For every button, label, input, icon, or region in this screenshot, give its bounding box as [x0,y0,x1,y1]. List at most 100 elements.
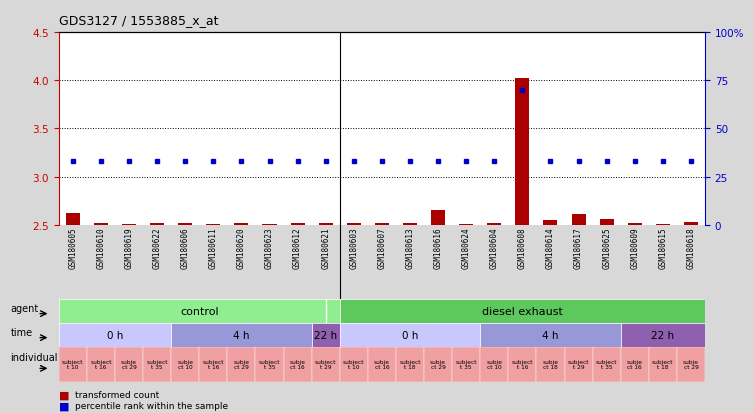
Text: subject
t 10: subject t 10 [343,359,364,370]
Text: GSM180611: GSM180611 [209,227,218,269]
Bar [207,224,220,225]
Bar [656,224,670,225]
Text: GSM180603: GSM180603 [349,227,358,269]
Text: GSM180621: GSM180621 [321,227,330,269]
Text: GSM180617: GSM180617 [574,227,583,269]
Bar [572,214,586,225]
Text: 0 h: 0 h [107,330,123,340]
Bar [593,347,621,382]
Bar [424,347,452,382]
Bar [150,223,164,225]
Text: GSM180623: GSM180623 [265,227,274,269]
Bar [403,223,417,225]
Bar [171,347,199,382]
Text: subject
t 16: subject t 16 [203,359,224,370]
Bar [396,347,424,382]
Text: GSM180615: GSM180615 [658,227,667,269]
Bar [452,347,480,382]
Text: transformed count: transformed count [75,390,160,399]
Text: GSM180624: GSM180624 [461,227,470,269]
Bar [234,223,249,225]
Text: GSM180618: GSM180618 [686,227,695,269]
Text: individual: individual [11,351,58,362]
Text: 0 h: 0 h [402,330,418,340]
Text: subject
t 16: subject t 16 [512,359,533,370]
Bar [115,347,143,382]
Bar [59,299,340,323]
Text: subje
ct 10: subje ct 10 [486,359,502,370]
Text: GSM180605: GSM180605 [69,227,78,269]
Text: GSM180622: GSM180622 [152,227,161,269]
Bar [256,347,284,382]
Bar [347,223,361,225]
Bar [375,223,389,225]
Bar [290,223,305,225]
Text: subject
t 35: subject t 35 [146,359,168,370]
Bar [459,224,474,225]
Text: subject
t 35: subject t 35 [455,359,477,370]
Text: 22 h: 22 h [651,330,674,340]
Text: subject
t 29: subject t 29 [568,359,590,370]
Bar [284,347,311,382]
Bar [487,223,501,225]
Text: agent: agent [11,303,38,313]
Bar [340,299,705,323]
Bar [677,347,705,382]
Text: control: control [180,306,219,316]
Text: subject
t 10: subject t 10 [62,359,84,370]
Bar [311,347,340,382]
Bar [544,220,557,225]
Text: GSM180619: GSM180619 [124,227,133,269]
Bar [143,347,171,382]
Text: diesel exhaust: diesel exhaust [482,306,562,316]
Text: time: time [11,327,32,337]
Text: GSM180606: GSM180606 [181,227,190,269]
Bar [262,224,277,225]
Text: GSM180614: GSM180614 [546,227,555,269]
Bar [178,223,192,225]
Bar [480,347,508,382]
Text: subject
t 18: subject t 18 [652,359,673,370]
Bar [228,347,256,382]
Bar [684,222,698,225]
Text: subject
t 35: subject t 35 [259,359,280,370]
Text: 4 h: 4 h [542,330,559,340]
Text: subje
ct 10: subje ct 10 [177,359,193,370]
Bar [59,347,87,382]
Bar [340,347,368,382]
Text: subje
ct 16: subje ct 16 [374,359,390,370]
Bar [648,347,677,382]
Bar [515,79,529,225]
Text: GSM180607: GSM180607 [378,227,386,269]
Text: 22 h: 22 h [314,330,337,340]
Bar [199,347,228,382]
Text: GSM180608: GSM180608 [518,227,527,269]
Text: subje
ct 18: subje ct 18 [542,359,559,370]
Bar [628,223,642,225]
Text: GSM180612: GSM180612 [293,227,302,269]
Text: ■: ■ [59,390,69,400]
Bar [59,323,171,347]
Text: subje
ct 29: subje ct 29 [234,359,250,370]
Text: percentile rank within the sample: percentile rank within the sample [75,401,228,410]
Text: subje
ct 16: subje ct 16 [290,359,305,370]
Text: 4 h: 4 h [233,330,250,340]
Text: subje
ct 29: subje ct 29 [430,359,446,370]
Text: GSM180609: GSM180609 [630,227,639,269]
Text: subject
t 18: subject t 18 [400,359,421,370]
Bar [368,347,396,382]
Bar [480,323,621,347]
Text: GSM180610: GSM180610 [97,227,106,269]
Bar [621,323,705,347]
Bar [66,214,80,225]
Text: ■: ■ [59,401,69,411]
Bar [431,211,445,225]
Text: subject
t 29: subject t 29 [315,359,336,370]
Bar [122,224,136,225]
Bar [87,347,115,382]
Text: subject
t 35: subject t 35 [596,359,618,370]
Bar [94,223,108,225]
Text: GSM180620: GSM180620 [237,227,246,269]
Bar [340,323,480,347]
Text: GSM180616: GSM180616 [434,227,443,269]
